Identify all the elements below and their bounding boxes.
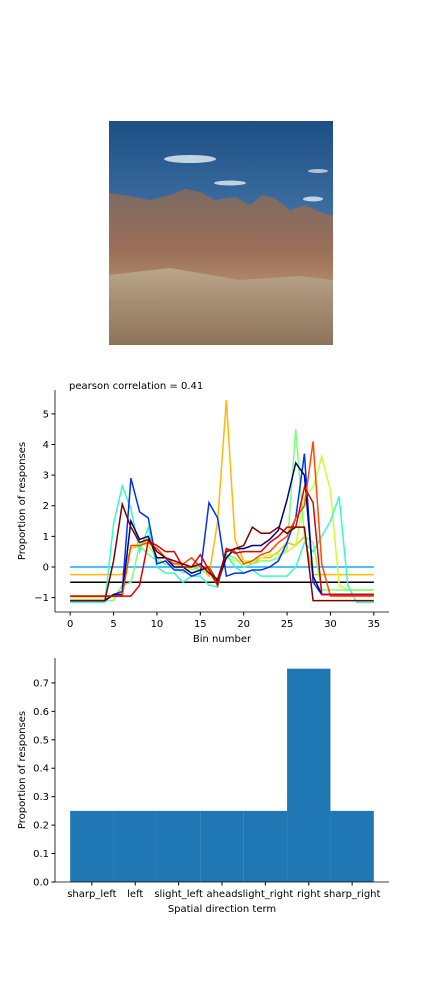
chart-title: pearson correlation = 0.41 — [69, 381, 203, 392]
y-tick-label: 0.1 — [33, 849, 49, 860]
series-line — [70, 485, 374, 597]
series-line — [70, 453, 374, 602]
y-tick-label: 3 — [43, 471, 49, 482]
x-tick-label: 10 — [151, 619, 164, 630]
y-tick-label: 0.6 — [33, 707, 49, 718]
x-axis-label: Spatial direction term — [168, 904, 276, 915]
x-tick-label: left — [127, 889, 143, 900]
x-tick-label: ahead — [206, 889, 237, 900]
x-tick-label: 20 — [237, 619, 250, 630]
x-tick-label: 5 — [110, 619, 116, 630]
x-tick-label: sharp_left — [67, 889, 116, 900]
series-line — [70, 453, 374, 599]
bar — [287, 668, 331, 882]
bar — [200, 810, 244, 882]
y-tick-label: 0.0 — [33, 878, 49, 889]
y-tick-label: 1 — [43, 532, 49, 543]
x-tick-label: 25 — [281, 619, 294, 630]
x-axis-label: Bin number — [193, 634, 252, 645]
y-tick-label: 0.5 — [33, 735, 49, 746]
x-tick-label: 35 — [367, 619, 380, 630]
x-tick-label: right — [297, 889, 321, 900]
y-tick-label: 0.2 — [33, 821, 49, 832]
x-tick-label: slight_left — [154, 889, 203, 900]
x-tick-label: 15 — [194, 619, 207, 630]
bar — [113, 810, 157, 882]
x-tick-label: slight_right — [237, 889, 293, 900]
bar — [243, 810, 288, 882]
series-line — [70, 501, 374, 602]
y-axis-label: Proportion of responses — [17, 442, 28, 560]
x-tick-label: 30 — [324, 619, 337, 630]
y-tick-label: 0.7 — [33, 678, 49, 689]
bar — [70, 810, 114, 882]
y-tick-label: −1 — [34, 593, 49, 604]
y-tick-label: 4 — [43, 440, 49, 451]
bar — [330, 810, 374, 882]
y-tick-label: 5 — [43, 409, 49, 420]
y-tick-label: 2 — [43, 501, 49, 512]
series-line — [70, 400, 374, 578]
bar — [156, 810, 201, 882]
y-tick-label: 0 — [43, 562, 49, 573]
y-tick-label: 0.3 — [33, 792, 49, 803]
y-axis-label: Proportion of responses — [17, 711, 28, 829]
x-tick-label: sharp_right — [324, 889, 381, 900]
y-tick-label: 0.4 — [33, 764, 49, 775]
photo — [109, 121, 333, 345]
x-tick-label: 0 — [67, 619, 73, 630]
